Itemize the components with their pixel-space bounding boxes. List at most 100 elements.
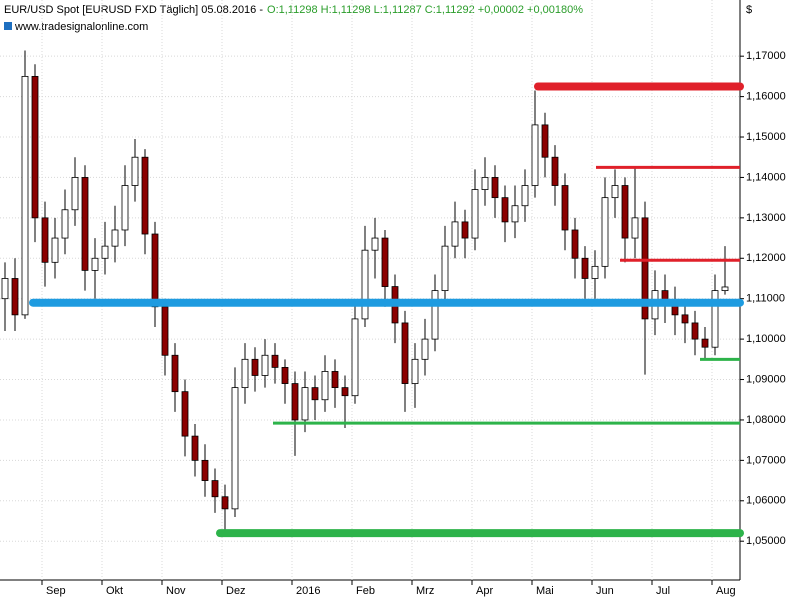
candle-body — [501, 197, 509, 223]
candle-body — [611, 185, 619, 199]
candle-body — [471, 189, 479, 239]
candle-body — [541, 124, 549, 158]
ohlc-summary: O:1,11298 H:1,11298 L:1,11287 C:1,11292 … — [267, 4, 583, 16]
candle-body — [301, 387, 309, 421]
y-unit: $ — [746, 4, 752, 16]
candle-body — [181, 391, 189, 437]
candle-body — [261, 354, 269, 376]
x-tick-label: Apr — [476, 585, 493, 597]
x-tick-label: Feb — [356, 585, 375, 597]
y-tick-label: 1,13000 — [746, 212, 786, 224]
y-tick-label: 1,07000 — [746, 454, 786, 466]
candle-body — [71, 177, 79, 211]
x-tick-label: Mai — [536, 585, 554, 597]
candle-body — [41, 217, 49, 263]
candle-body — [331, 371, 339, 389]
x-tick-label: Okt — [106, 585, 123, 597]
chart-title: EUR/USD Spot [EURUSD FXD Täglich] 05.08.… — [4, 4, 263, 16]
candle-body — [131, 156, 139, 186]
candle-body — [21, 75, 29, 316]
candle-body — [101, 245, 109, 259]
candle-body — [511, 205, 519, 223]
x-tick-label: Sep — [46, 585, 66, 597]
candle-body — [711, 290, 719, 348]
candle-body — [281, 367, 289, 384]
candle-body — [191, 435, 199, 461]
candle-body — [231, 387, 239, 510]
candle-body — [401, 322, 409, 384]
x-tick-label: Jul — [656, 585, 670, 597]
x-tick-label: Nov — [166, 585, 186, 597]
candle-body — [431, 290, 439, 340]
candle-body — [321, 371, 329, 401]
candle-body — [161, 306, 169, 356]
candle-body — [681, 314, 689, 324]
candle-body — [561, 185, 569, 231]
candle-body — [491, 177, 499, 199]
candle-body — [421, 338, 429, 360]
candle-body — [31, 75, 39, 219]
candle-body — [461, 221, 469, 239]
candle-body — [91, 257, 99, 271]
candle-body — [381, 237, 389, 287]
candle-body — [271, 354, 279, 368]
candle-body — [111, 229, 119, 247]
y-tick-label: 1,08000 — [746, 414, 786, 426]
candle-body — [521, 185, 529, 207]
candle-body — [81, 177, 89, 271]
candle-body — [51, 237, 59, 263]
candle-body — [171, 354, 179, 393]
candle-body — [591, 265, 599, 279]
candle-body — [701, 338, 709, 348]
candle-body — [1, 278, 9, 300]
candle-body — [211, 480, 219, 498]
candle-body — [691, 322, 699, 340]
candle-body — [371, 237, 379, 251]
x-tick-label: Aug — [716, 585, 736, 597]
y-tick-label: 1,11000 — [746, 293, 785, 305]
candle-body — [601, 197, 609, 267]
x-tick-label: Mrz — [416, 585, 434, 597]
x-tick-label: Dez — [226, 585, 246, 597]
candle-body — [631, 217, 639, 239]
candle-body — [581, 257, 589, 279]
candle-body — [481, 177, 489, 190]
candle-body — [11, 278, 19, 316]
y-tick-label: 1,14000 — [746, 171, 786, 183]
source-icon — [4, 22, 12, 30]
candle-body — [151, 233, 159, 308]
candle-body — [721, 286, 729, 292]
candle-body — [221, 496, 229, 510]
y-tick-label: 1,10000 — [746, 333, 786, 345]
candle-body — [241, 358, 249, 389]
candle-body — [621, 185, 629, 239]
candle-body — [311, 387, 319, 401]
y-tick-label: 1,06000 — [746, 495, 786, 507]
candle-body — [571, 229, 579, 259]
y-tick-label: 1,15000 — [746, 131, 786, 143]
candle-body — [341, 387, 349, 397]
candle-body — [411, 358, 419, 384]
candle-body — [121, 185, 129, 231]
candle-body — [551, 156, 559, 186]
candle-body — [351, 318, 359, 397]
y-tick-label: 1,05000 — [746, 535, 786, 547]
candle-body — [451, 221, 459, 247]
y-tick-label: 1,09000 — [746, 373, 786, 385]
candle-body — [141, 156, 149, 235]
y-tick-label: 1,17000 — [746, 50, 786, 62]
candle-body — [61, 209, 69, 239]
candle-body — [531, 124, 539, 186]
source: www.tradesignalonline.com — [14, 21, 148, 33]
candle-body — [641, 217, 649, 320]
candle-body — [201, 459, 209, 481]
y-tick-label: 1,12000 — [746, 252, 786, 264]
candle-body — [291, 383, 299, 421]
candle-body — [441, 245, 449, 292]
x-tick-label: 2016 — [296, 585, 320, 597]
y-tick-label: 1,16000 — [746, 91, 786, 103]
candle-body — [251, 358, 259, 376]
x-tick-label: Jun — [596, 585, 614, 597]
candle-body — [361, 249, 369, 320]
